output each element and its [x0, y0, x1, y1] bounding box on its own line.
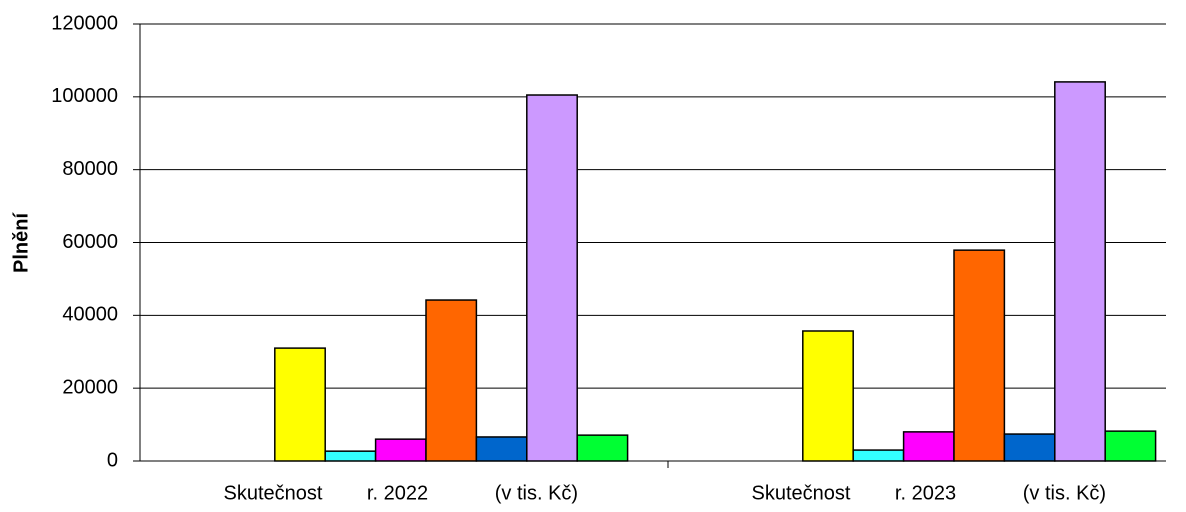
y-axis-label: Plnění — [10, 212, 32, 273]
bar — [576, 434, 629, 462]
y-tick-label: 80000 — [62, 158, 118, 180]
x-tick-label: Skutečnost r. 2023 (v tis. Kč) — [752, 482, 1107, 504]
y-tick-label: 60000 — [62, 231, 118, 253]
bar — [852, 449, 905, 462]
bar — [902, 431, 955, 462]
bar — [374, 438, 427, 462]
bar — [274, 347, 326, 462]
bar — [324, 450, 377, 462]
y-tick-label: 40000 — [62, 304, 118, 326]
bar — [1104, 430, 1157, 462]
bar — [953, 249, 1006, 462]
bar — [1054, 81, 1106, 462]
bar — [1003, 433, 1056, 462]
y-tick-label: 100000 — [51, 85, 118, 107]
y-tick-label: 20000 — [62, 376, 118, 398]
y-tick-label: 0 — [107, 449, 118, 471]
x-tick-label: Skutečnost r. 2022 (v tis. Kč) — [224, 482, 579, 504]
bar — [526, 94, 578, 462]
bar — [802, 330, 854, 462]
bar — [475, 436, 528, 462]
y-tick-label: 120000 — [51, 12, 118, 34]
bar — [425, 299, 478, 462]
